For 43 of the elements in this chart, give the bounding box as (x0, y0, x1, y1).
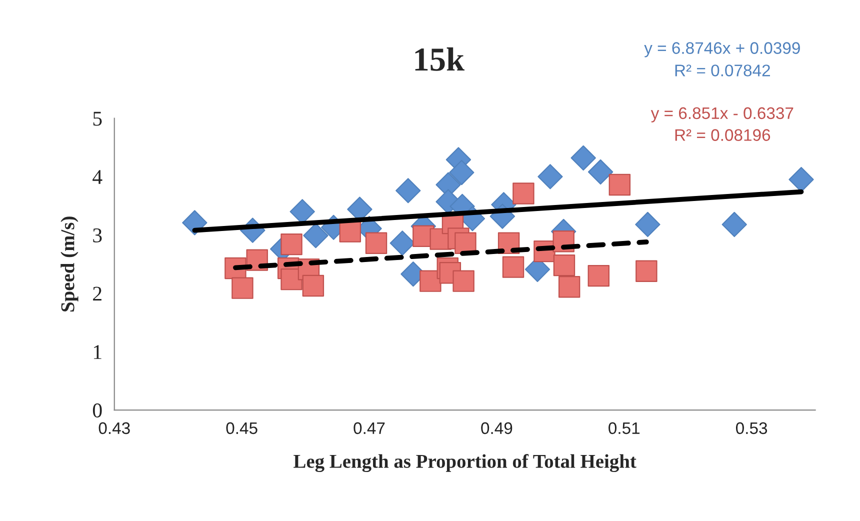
point (558, 276, 580, 298)
point (588, 159, 614, 185)
point (449, 160, 474, 186)
point (420, 270, 442, 292)
point (588, 264, 610, 287)
text: y = 6.8746x + 0.0399 (644, 42, 800, 58)
x-tick-label: 0.53 (736, 422, 768, 434)
point (339, 220, 361, 242)
point (365, 232, 388, 254)
annotation: y = 6.851x - 0.6337 (650, 107, 794, 122)
annotation: R² = 0.08196 (675, 129, 770, 141)
point (538, 164, 563, 190)
text: R² = 0.07842 (675, 64, 770, 76)
y-tick-label: 3 (93, 228, 102, 242)
x-tick-label: 0.47 (354, 422, 385, 434)
y-tick-label: 5 (93, 112, 102, 126)
x-axis-title: Leg Length as Proportion of Total Height (294, 454, 636, 472)
x-tick-label: 0.43 (98, 422, 130, 434)
x-tick-label: 0.45 (226, 422, 258, 434)
point (788, 166, 814, 192)
point (608, 174, 631, 196)
x-tick-label: 0.51 (608, 422, 640, 434)
point (635, 212, 660, 238)
point (302, 274, 324, 297)
point (303, 222, 328, 248)
point (452, 270, 474, 292)
y-tick-label: 4 (92, 170, 102, 184)
y-tick-label: 1 (94, 345, 102, 359)
chart-title: 15k (415, 47, 464, 71)
point (396, 178, 421, 204)
point (390, 230, 415, 256)
point (553, 254, 576, 276)
point (232, 277, 254, 299)
point (502, 256, 524, 278)
y-tick-label: 2 (93, 286, 102, 301)
y-tick-label: 0 (92, 403, 102, 418)
point (570, 145, 596, 171)
point (722, 212, 747, 238)
x-tick-label: 0.49 (481, 422, 512, 434)
point (512, 182, 534, 204)
point (636, 260, 658, 282)
point (280, 233, 302, 256)
y-axis-title: Speed (m/s) (60, 216, 78, 312)
